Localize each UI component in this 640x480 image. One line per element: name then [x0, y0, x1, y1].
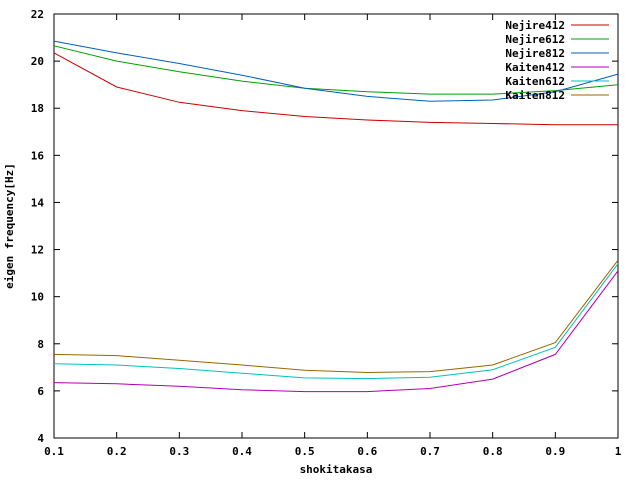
series-line-kaiten812	[53, 259, 619, 374]
series-line-kaiten612	[53, 263, 619, 380]
series-lines	[53, 40, 619, 393]
y-tick-label: 6	[37, 385, 44, 398]
axis-ticks: 0.1 0.2 0.3 0.4 0.5 0.6 0.7 0.8 0.9 1468101214161…	[31, 8, 622, 458]
x-tick-label: 0.4	[232, 445, 252, 458]
x-tick-label: 0.3	[169, 445, 189, 458]
y-tick-label: 4	[37, 432, 44, 445]
legend-label: Nejire812	[505, 47, 565, 60]
x-tick-label: 0.1	[44, 445, 64, 458]
y-axis-label: eigen frequency[Hz]	[3, 163, 16, 289]
y-tick-label: 14	[31, 196, 45, 209]
y-tick-label: 18	[31, 102, 44, 115]
y-tick-label: 16	[31, 149, 45, 162]
x-tick-label: 0.2	[107, 445, 127, 458]
plot-border	[53, 13, 619, 439]
legend-label: Nejire612	[505, 33, 565, 46]
x-tick-label: 1	[615, 445, 622, 458]
x-tick-label: 0.6	[357, 445, 377, 458]
legend: Nejire412Nejire612Nejire812Kaiten412Kait…	[505, 19, 609, 102]
series-line-nejire412	[53, 52, 618, 126]
series-line-nejire812	[53, 40, 619, 102]
y-tick-label: 10	[31, 291, 44, 304]
legend-label: Kaiten812	[505, 89, 565, 102]
x-tick-label: 0.9	[545, 445, 565, 458]
x-tick-label: 0.7	[420, 445, 440, 458]
y-tick-label: 8	[37, 338, 44, 351]
series-line-nejire612	[53, 45, 619, 95]
x-axis-label: shokitakasa	[300, 463, 373, 476]
y-tick-label: 22	[31, 8, 44, 21]
legend-label: Kaiten412	[505, 61, 565, 74]
series-line-kaiten412	[53, 270, 619, 393]
y-tick-label: 20	[31, 55, 44, 68]
x-tick-label: 0.5	[295, 445, 315, 458]
y-tick-label: 12	[31, 244, 44, 257]
x-tick-label: 0.8	[483, 445, 503, 458]
plot-frame	[53, 13, 619, 439]
legend-label: Nejire412	[505, 19, 565, 32]
legend-label: Kaiten612	[505, 75, 565, 88]
